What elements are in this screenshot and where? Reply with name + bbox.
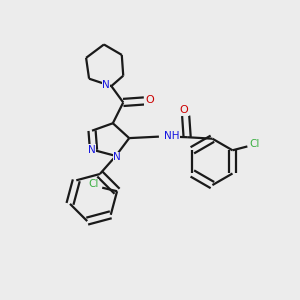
Text: Cl: Cl [249, 140, 260, 149]
Text: O: O [145, 95, 154, 105]
Text: Cl: Cl [88, 179, 99, 189]
Text: N: N [113, 152, 121, 162]
Text: O: O [180, 106, 189, 116]
Text: N: N [88, 145, 96, 155]
Text: NH: NH [164, 131, 179, 141]
Text: N: N [102, 80, 110, 90]
